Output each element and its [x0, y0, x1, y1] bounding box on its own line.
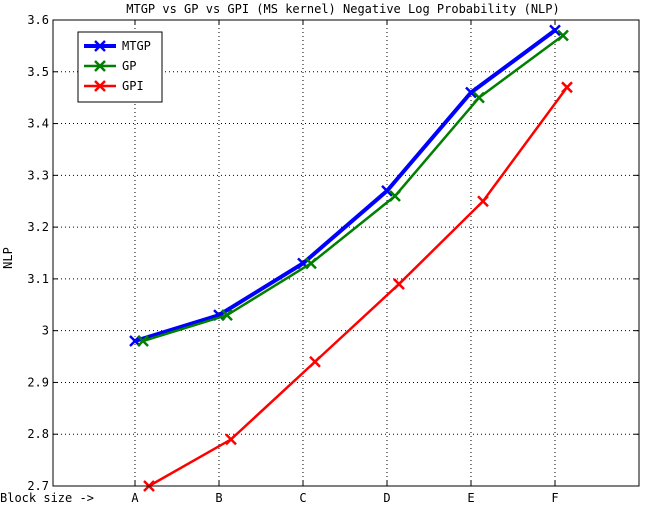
y-tick-label: 2.7: [27, 479, 49, 493]
legend-label: GPI: [122, 79, 144, 93]
legend: MTGP GP GPI: [77, 31, 163, 103]
data-point-gp: [137, 335, 149, 347]
data-point-gpi: [309, 355, 321, 368]
data-point-gp: [557, 29, 569, 42]
y-tick-label: 2.8: [27, 427, 49, 441]
series-line-mtgp: [134, 28, 557, 343]
legend-label: MTGP: [122, 39, 151, 53]
data-point-gpi: [561, 81, 573, 94]
y-tick-label: 3: [42, 324, 49, 338]
x-tick-label: A: [131, 491, 139, 505]
legend-entry-gp: GP: [84, 59, 136, 73]
legend-entry-mtgp: MTGP: [84, 39, 151, 53]
data-point-mtgp: [549, 24, 561, 37]
y-tick-label: 3.6: [27, 13, 49, 27]
data-point-mtgp: [465, 86, 477, 99]
x-tick-label: E: [467, 491, 474, 505]
x-tick-label: D: [383, 491, 390, 505]
data-point-gpi: [225, 433, 237, 446]
x-tick-label: F: [551, 491, 558, 505]
data-point-gp: [473, 91, 485, 104]
x-tick-label: B: [215, 491, 222, 505]
series-line-gpi: [148, 86, 569, 488]
series-line-gp: [142, 34, 564, 343]
y-tick-label: 3.1: [27, 272, 49, 286]
data-point-gpi: [393, 278, 405, 290]
data-point-gp: [389, 190, 401, 202]
chart-title: MTGP vs GP vs GPI (MS kernel) Negative L…: [126, 2, 559, 16]
axes-frame: [52, 19, 640, 487]
legend-label: GP: [122, 59, 136, 73]
data-point-mtgp: [381, 184, 393, 197]
x-tick-label: C: [299, 491, 306, 505]
x-axis-label: Block size ->: [0, 491, 94, 505]
legend-entry-gpi: GPI: [84, 79, 144, 93]
y-tick-label: 3.5: [27, 65, 49, 79]
y-tick-label: 3.3: [27, 168, 49, 182]
y-tick-label: 3.4: [27, 117, 49, 131]
y-tick-label: 3.2: [27, 220, 49, 234]
data-point-gp: [221, 309, 233, 322]
data-point-gp: [305, 257, 317, 270]
y-axis-label: NLP: [1, 247, 15, 269]
data-point-gpi: [477, 195, 489, 208]
y-tick-label: 2.9: [27, 375, 49, 389]
